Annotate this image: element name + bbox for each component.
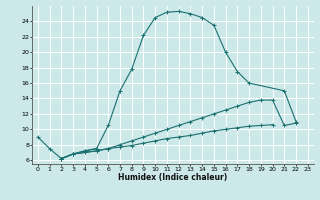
X-axis label: Humidex (Indice chaleur): Humidex (Indice chaleur) — [118, 173, 228, 182]
